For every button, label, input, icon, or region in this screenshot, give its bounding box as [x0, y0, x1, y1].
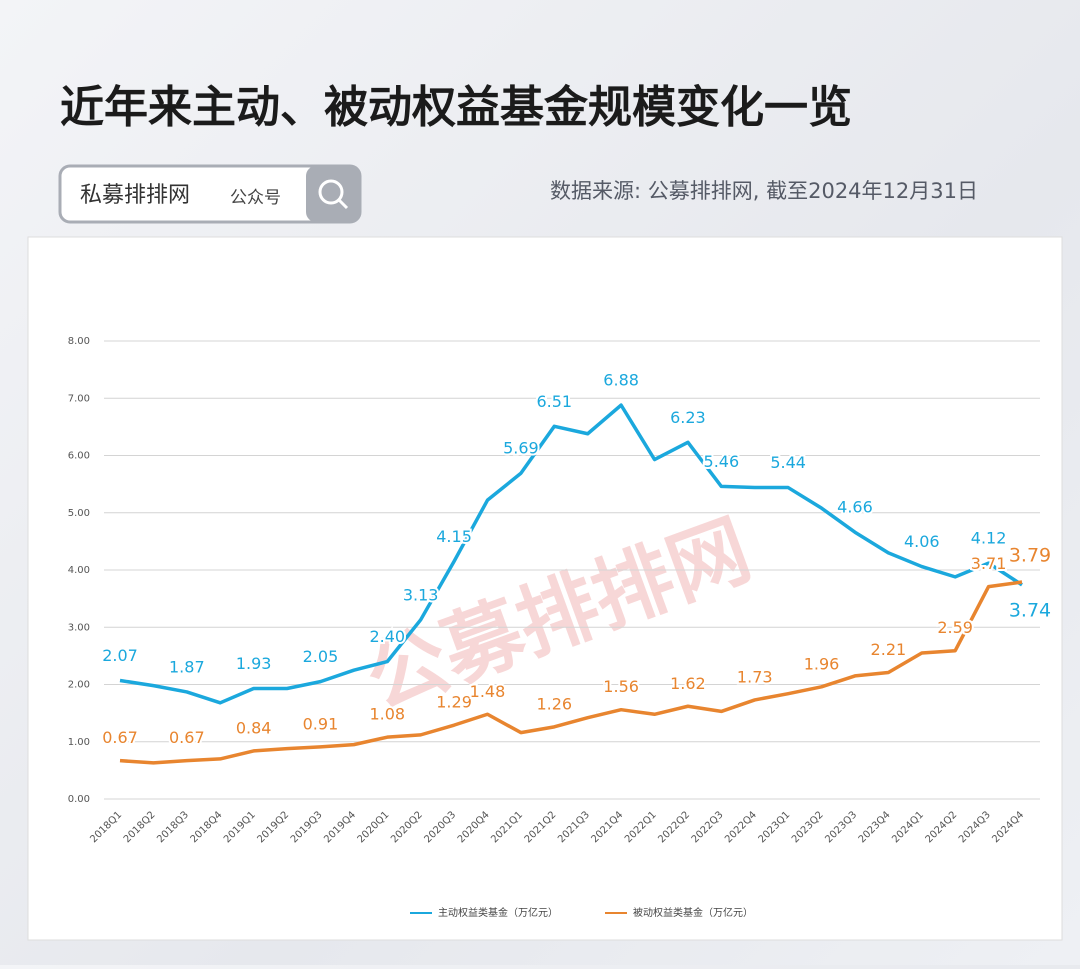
- search-text: 私募排排网: [80, 183, 190, 208]
- line: [119, 403, 1023, 705]
- data-label: 1.56: [603, 677, 639, 696]
- data-label: 5.69: [503, 439, 539, 458]
- y-tick-label: 4.00: [68, 565, 90, 576]
- y-tick-label: 6.00: [68, 451, 90, 462]
- data-label: 0.91: [303, 714, 339, 733]
- data-label: 1.62: [670, 674, 706, 693]
- chart-panel: [27, 236, 1063, 941]
- data-label: 2.21: [871, 640, 907, 659]
- data-label: 4.06: [904, 532, 940, 551]
- legend-label: 主动权益类基金（万亿元）: [438, 906, 558, 919]
- y-tick-label: 8.00: [68, 336, 90, 347]
- legend-label: 被动权益类基金（万亿元）: [633, 906, 753, 919]
- data-label: 3.74: [1009, 599, 1051, 621]
- search-box[interactable]: 私募排排网 公众号: [58, 164, 362, 224]
- data-label: 1.48: [470, 682, 506, 701]
- data-label: 1.73: [737, 667, 773, 686]
- data-label: 1.29: [436, 693, 472, 712]
- y-tick-label: 1.00: [68, 737, 90, 748]
- data-label: 5.46: [704, 452, 740, 471]
- data-label: 2.05: [303, 647, 339, 666]
- line: [119, 580, 1023, 765]
- data-label: 6.23: [670, 408, 706, 427]
- data-label: 4.66: [837, 498, 873, 517]
- search-icon: [337, 198, 349, 210]
- data-label: 4.12: [971, 529, 1007, 548]
- data-label: 6.88: [603, 371, 639, 390]
- data-label: 2.59: [937, 618, 973, 637]
- source-note: 数据来源: 公募排排网, 截至2024年12月31日: [550, 179, 978, 203]
- y-tick-label: 2.00: [68, 680, 90, 691]
- data-label: 1.26: [536, 694, 572, 713]
- data-label: 6.51: [536, 392, 572, 411]
- data-label: 3.13: [403, 585, 439, 604]
- search-icon: [318, 179, 344, 205]
- data-label: 1.96: [804, 654, 840, 673]
- data-label: 0.67: [102, 728, 138, 747]
- search-sub: 公众号: [230, 188, 281, 208]
- data-label: 1.08: [369, 705, 405, 724]
- data-label: 1.87: [169, 657, 205, 676]
- data-label: 5.44: [770, 453, 806, 472]
- data-label: 2.40: [369, 627, 405, 646]
- y-tick-label: 7.00: [68, 393, 90, 404]
- data-label: 3.71: [971, 554, 1007, 573]
- data-label: 4.15: [436, 527, 472, 546]
- search-button[interactable]: [306, 166, 360, 222]
- data-label: 3.79: [1009, 545, 1051, 567]
- data-label: 2.07: [102, 646, 138, 665]
- y-tick-label: 0.00: [68, 794, 90, 805]
- y-tick-label: 3.00: [68, 622, 90, 633]
- page-title: 近年来主动、被动权益基金规模变化一览: [60, 82, 852, 133]
- data-label: 0.84: [236, 718, 272, 737]
- data-label: 1.93: [236, 654, 272, 673]
- data-label: 0.67: [169, 728, 205, 747]
- y-tick-label: 5.00: [68, 508, 90, 519]
